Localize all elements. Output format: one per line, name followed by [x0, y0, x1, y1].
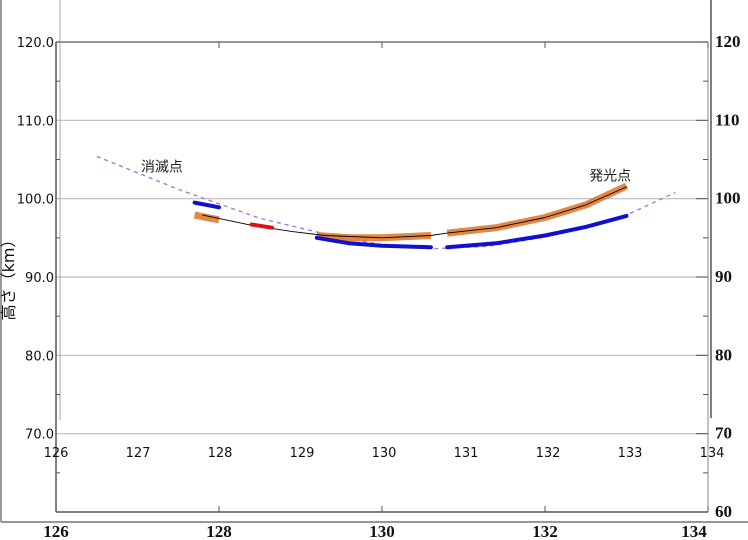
outer-y-tick-label: 80 [715, 345, 732, 364]
y-axis-label: 高さ（km） [0, 232, 18, 321]
inner-y-tick-label: 90.0 [25, 271, 54, 286]
series-thick-8 [249, 222, 274, 230]
inner-y-tick-label: 110.0 [17, 114, 54, 129]
outer-x-tick-label: 126 [43, 522, 69, 540]
annotation-label: 発光点 [589, 169, 631, 185]
series-thick-5 [192, 200, 221, 210]
inner-x-tick-label: 127 [126, 446, 151, 461]
series-band-3 [446, 182, 628, 237]
inner-x-tick-label: 126 [44, 446, 69, 461]
series-thick-6 [314, 235, 433, 250]
inner-x-tick-label: 131 [454, 446, 479, 461]
series-band-1 [193, 211, 220, 224]
outer-y-tick-label: 120 [715, 32, 741, 51]
outer-y-tick-label: 90 [715, 267, 732, 286]
inner-y-tick-label: 120.0 [17, 36, 54, 51]
ticks: 120.0 110.0 100.0 90.0 80.0 70.0 120 110 100 90 80… [17, 32, 741, 540]
outer-y-tick-label: 60 [715, 502, 732, 521]
outer-y-tick-label: 100 [715, 189, 741, 208]
outer-x-tick-label: 130 [369, 522, 395, 540]
inner-x-tick-label: 134 [700, 446, 725, 461]
outer-x-tick-label: 134 [681, 522, 707, 540]
axes-frame [0, 0, 748, 523]
inner-y-tick-label: 100.0 [17, 193, 54, 208]
inner-x-tick-label: 130 [372, 446, 397, 461]
series [96, 155, 676, 250]
inner-x-tick-label: 128 [208, 446, 233, 461]
inner-x-tick-label: 129 [290, 446, 315, 461]
series-thin-4 [202, 186, 627, 239]
annotation-label: 消滅点 [141, 159, 183, 175]
outer-y-tick-label: 70 [715, 424, 732, 443]
outer-x-tick-label: 132 [532, 522, 558, 540]
outer-y-tick-label: 110 [715, 110, 740, 129]
inner-x-tick-label: 133 [618, 446, 643, 461]
series-thick-7 [445, 213, 629, 250]
outer-x-tick-label: 128 [206, 522, 232, 540]
inner-x-tick-label: 132 [536, 446, 561, 461]
inner-y-tick-label: 70.0 [25, 428, 54, 443]
inner-y-tick-label: 80.0 [25, 349, 54, 364]
